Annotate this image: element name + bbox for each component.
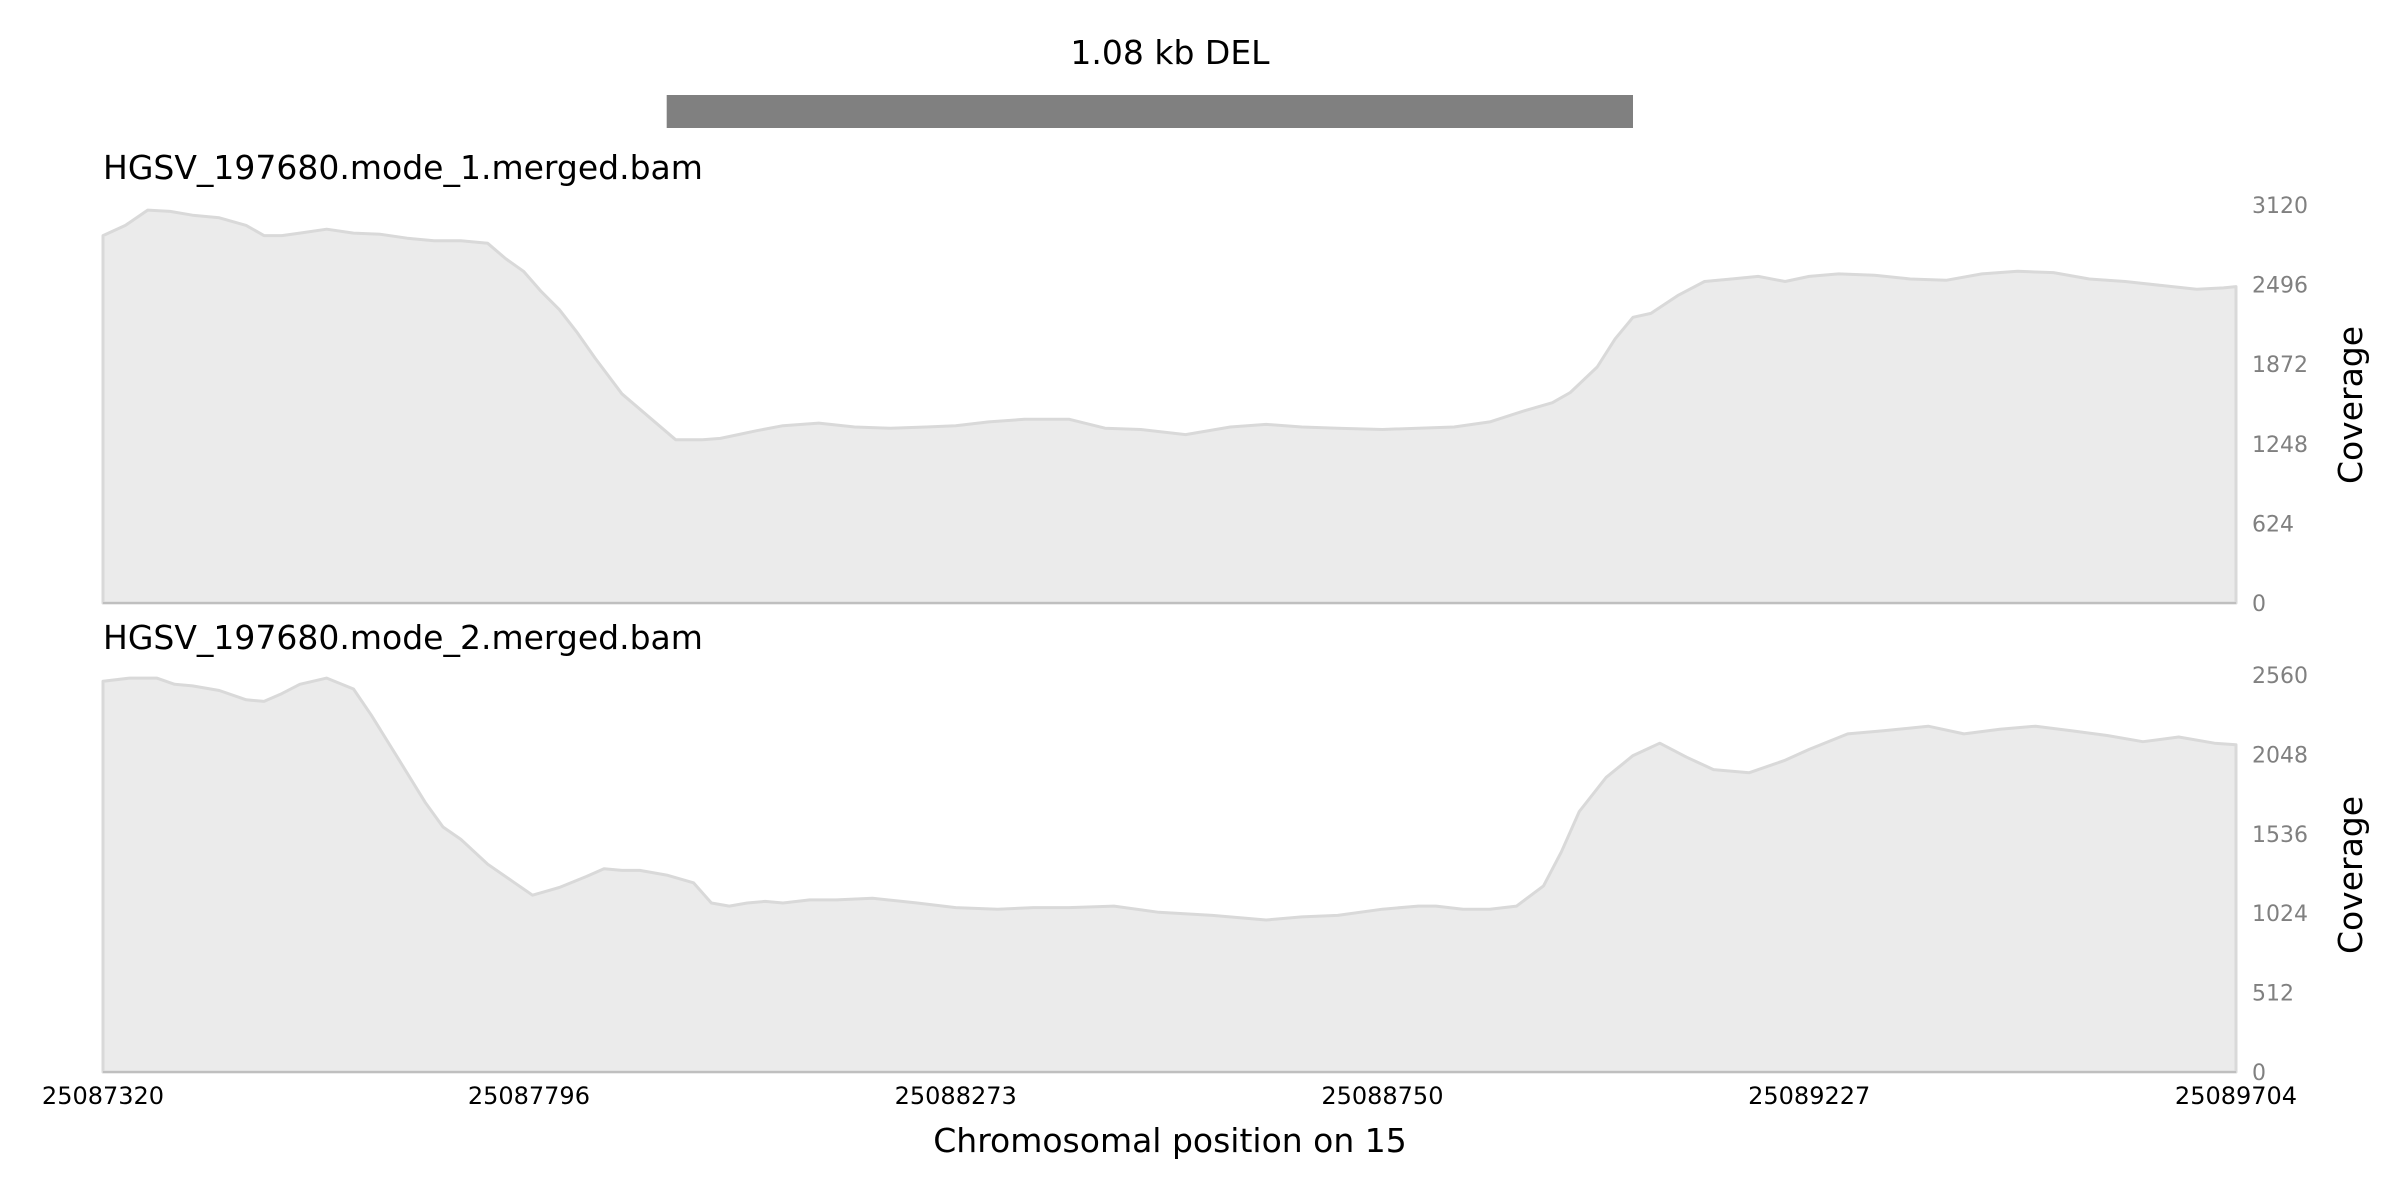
x-tick-label: 25088273: [895, 1082, 1017, 1110]
x-axis-ticks: 25087320 25087796 25088273 25088750 25089227…: [42, 1082, 2297, 1110]
track-1-y-tick-label: 2496: [2252, 274, 2308, 299]
track-2-coverage-area: [101, 676, 2238, 1074]
x-tick-label: 25087796: [468, 1082, 590, 1110]
track-1-y-tick-label: 1248: [2252, 433, 2308, 458]
track-2-y-tick-label: 1024: [2252, 902, 2308, 927]
track-2-y-tick-label: 1536: [2252, 823, 2308, 848]
track-1-title: HGSV_197680.mode_1.merged.bam: [103, 148, 703, 187]
track-2-y-axis-label: Coverage: [2331, 796, 2370, 954]
track-1-y-axis-label: Coverage: [2331, 326, 2370, 484]
x-tick-label: 25088750: [1321, 1082, 1443, 1110]
x-tick-label: 25089704: [2175, 1082, 2297, 1110]
x-tick-label: 25087320: [42, 1082, 164, 1110]
track-2-title: HGSV_197680.mode_2.merged.bam: [103, 618, 703, 657]
track-1-coverage-area: [101, 208, 2238, 605]
track-2-y-tick-label: 512: [2252, 982, 2294, 1007]
track-1-y-tick-label: 0: [2252, 592, 2266, 617]
chart-title: 1.08 kb DEL: [1070, 33, 1270, 72]
coverage-track-2: HGSV_197680.mode_2.merged.bam 2560 2048 15…: [101, 618, 2370, 1086]
coverage-track-1: HGSV_197680.mode_1.merged.bam 3120 2496 18…: [101, 148, 2370, 617]
track-1-y-tick-label: 3120: [2252, 194, 2308, 219]
track-1-y-tick-label: 1872: [2252, 353, 2308, 378]
variant-bar: [666, 95, 1633, 128]
track-1-y-tick-label: 624: [2252, 512, 2294, 537]
track-2-y-tick-label: 0: [2252, 1061, 2266, 1086]
track-2-y-ticks: 2560 2048 1536 1024 512 0: [2252, 664, 2308, 1086]
track-2-y-tick-label: 2048: [2252, 743, 2308, 768]
track-1-y-ticks: 3120 2496 1872 1248 624 0: [2252, 194, 2308, 617]
track-2-y-tick-label: 2560: [2252, 664, 2308, 689]
x-tick-label: 25089227: [1748, 1082, 1870, 1110]
x-axis-label: Chromosomal position on 15: [933, 1121, 1407, 1160]
